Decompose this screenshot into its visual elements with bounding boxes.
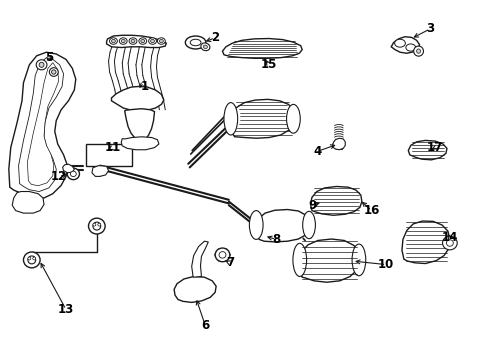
Text: 17: 17 (426, 141, 443, 154)
Polygon shape (228, 99, 295, 138)
Ellipse shape (201, 43, 209, 51)
Polygon shape (62, 164, 74, 173)
Text: 3: 3 (426, 22, 433, 35)
Polygon shape (106, 35, 166, 48)
Polygon shape (310, 186, 361, 215)
Ellipse shape (351, 244, 365, 276)
Ellipse shape (139, 38, 146, 44)
Text: 16: 16 (363, 204, 379, 217)
Text: 9: 9 (308, 199, 316, 212)
Polygon shape (27, 63, 59, 186)
Ellipse shape (249, 211, 263, 239)
Ellipse shape (88, 218, 105, 234)
Ellipse shape (148, 38, 156, 44)
Ellipse shape (446, 240, 452, 246)
Ellipse shape (98, 223, 101, 226)
Ellipse shape (157, 38, 165, 44)
Polygon shape (124, 109, 154, 140)
Ellipse shape (52, 70, 56, 74)
Ellipse shape (442, 236, 456, 250)
Text: 10: 10 (377, 258, 394, 271)
Polygon shape (19, 58, 63, 192)
Ellipse shape (93, 223, 96, 226)
Ellipse shape (292, 243, 306, 276)
Ellipse shape (215, 248, 229, 262)
Ellipse shape (141, 40, 144, 43)
Ellipse shape (394, 39, 405, 47)
Ellipse shape (111, 40, 115, 43)
Ellipse shape (131, 40, 135, 43)
Text: 8: 8 (272, 233, 280, 246)
Ellipse shape (190, 39, 201, 46)
Ellipse shape (413, 46, 423, 56)
Ellipse shape (49, 68, 58, 76)
Ellipse shape (109, 38, 117, 44)
Ellipse shape (302, 211, 315, 239)
Ellipse shape (121, 40, 125, 43)
Ellipse shape (119, 38, 127, 44)
Ellipse shape (416, 49, 420, 53)
Ellipse shape (39, 62, 44, 67)
Polygon shape (92, 166, 108, 176)
Polygon shape (407, 140, 446, 160)
Ellipse shape (219, 252, 225, 258)
Text: 1: 1 (140, 80, 148, 93)
Ellipse shape (28, 257, 31, 260)
Polygon shape (390, 37, 419, 53)
Polygon shape (9, 52, 76, 199)
Ellipse shape (70, 171, 76, 176)
Ellipse shape (129, 38, 137, 44)
Ellipse shape (159, 40, 163, 43)
Text: 12: 12 (50, 170, 67, 183)
Polygon shape (121, 137, 159, 150)
Polygon shape (401, 221, 449, 264)
Polygon shape (174, 276, 216, 302)
Text: 4: 4 (313, 145, 321, 158)
Text: 5: 5 (45, 51, 53, 64)
Text: 11: 11 (104, 141, 121, 154)
Text: 13: 13 (58, 303, 74, 316)
Ellipse shape (28, 256, 36, 264)
Ellipse shape (33, 257, 36, 260)
Ellipse shape (203, 45, 207, 49)
Ellipse shape (224, 103, 237, 135)
Polygon shape (332, 138, 345, 150)
Ellipse shape (36, 60, 47, 70)
Polygon shape (222, 39, 302, 58)
Text: 15: 15 (260, 58, 277, 71)
Polygon shape (191, 241, 208, 277)
Ellipse shape (405, 44, 415, 51)
Polygon shape (298, 239, 359, 282)
Ellipse shape (150, 40, 154, 43)
Ellipse shape (286, 104, 300, 133)
Bar (85, 144, 132, 166)
Text: 14: 14 (441, 231, 457, 244)
Text: 7: 7 (225, 256, 233, 269)
Ellipse shape (185, 36, 205, 49)
Text: 2: 2 (211, 31, 219, 44)
Polygon shape (111, 86, 163, 111)
Ellipse shape (23, 252, 40, 268)
Text: 6: 6 (201, 319, 209, 332)
Polygon shape (12, 192, 44, 213)
Polygon shape (255, 210, 309, 242)
Ellipse shape (67, 168, 79, 180)
Ellipse shape (93, 222, 101, 230)
